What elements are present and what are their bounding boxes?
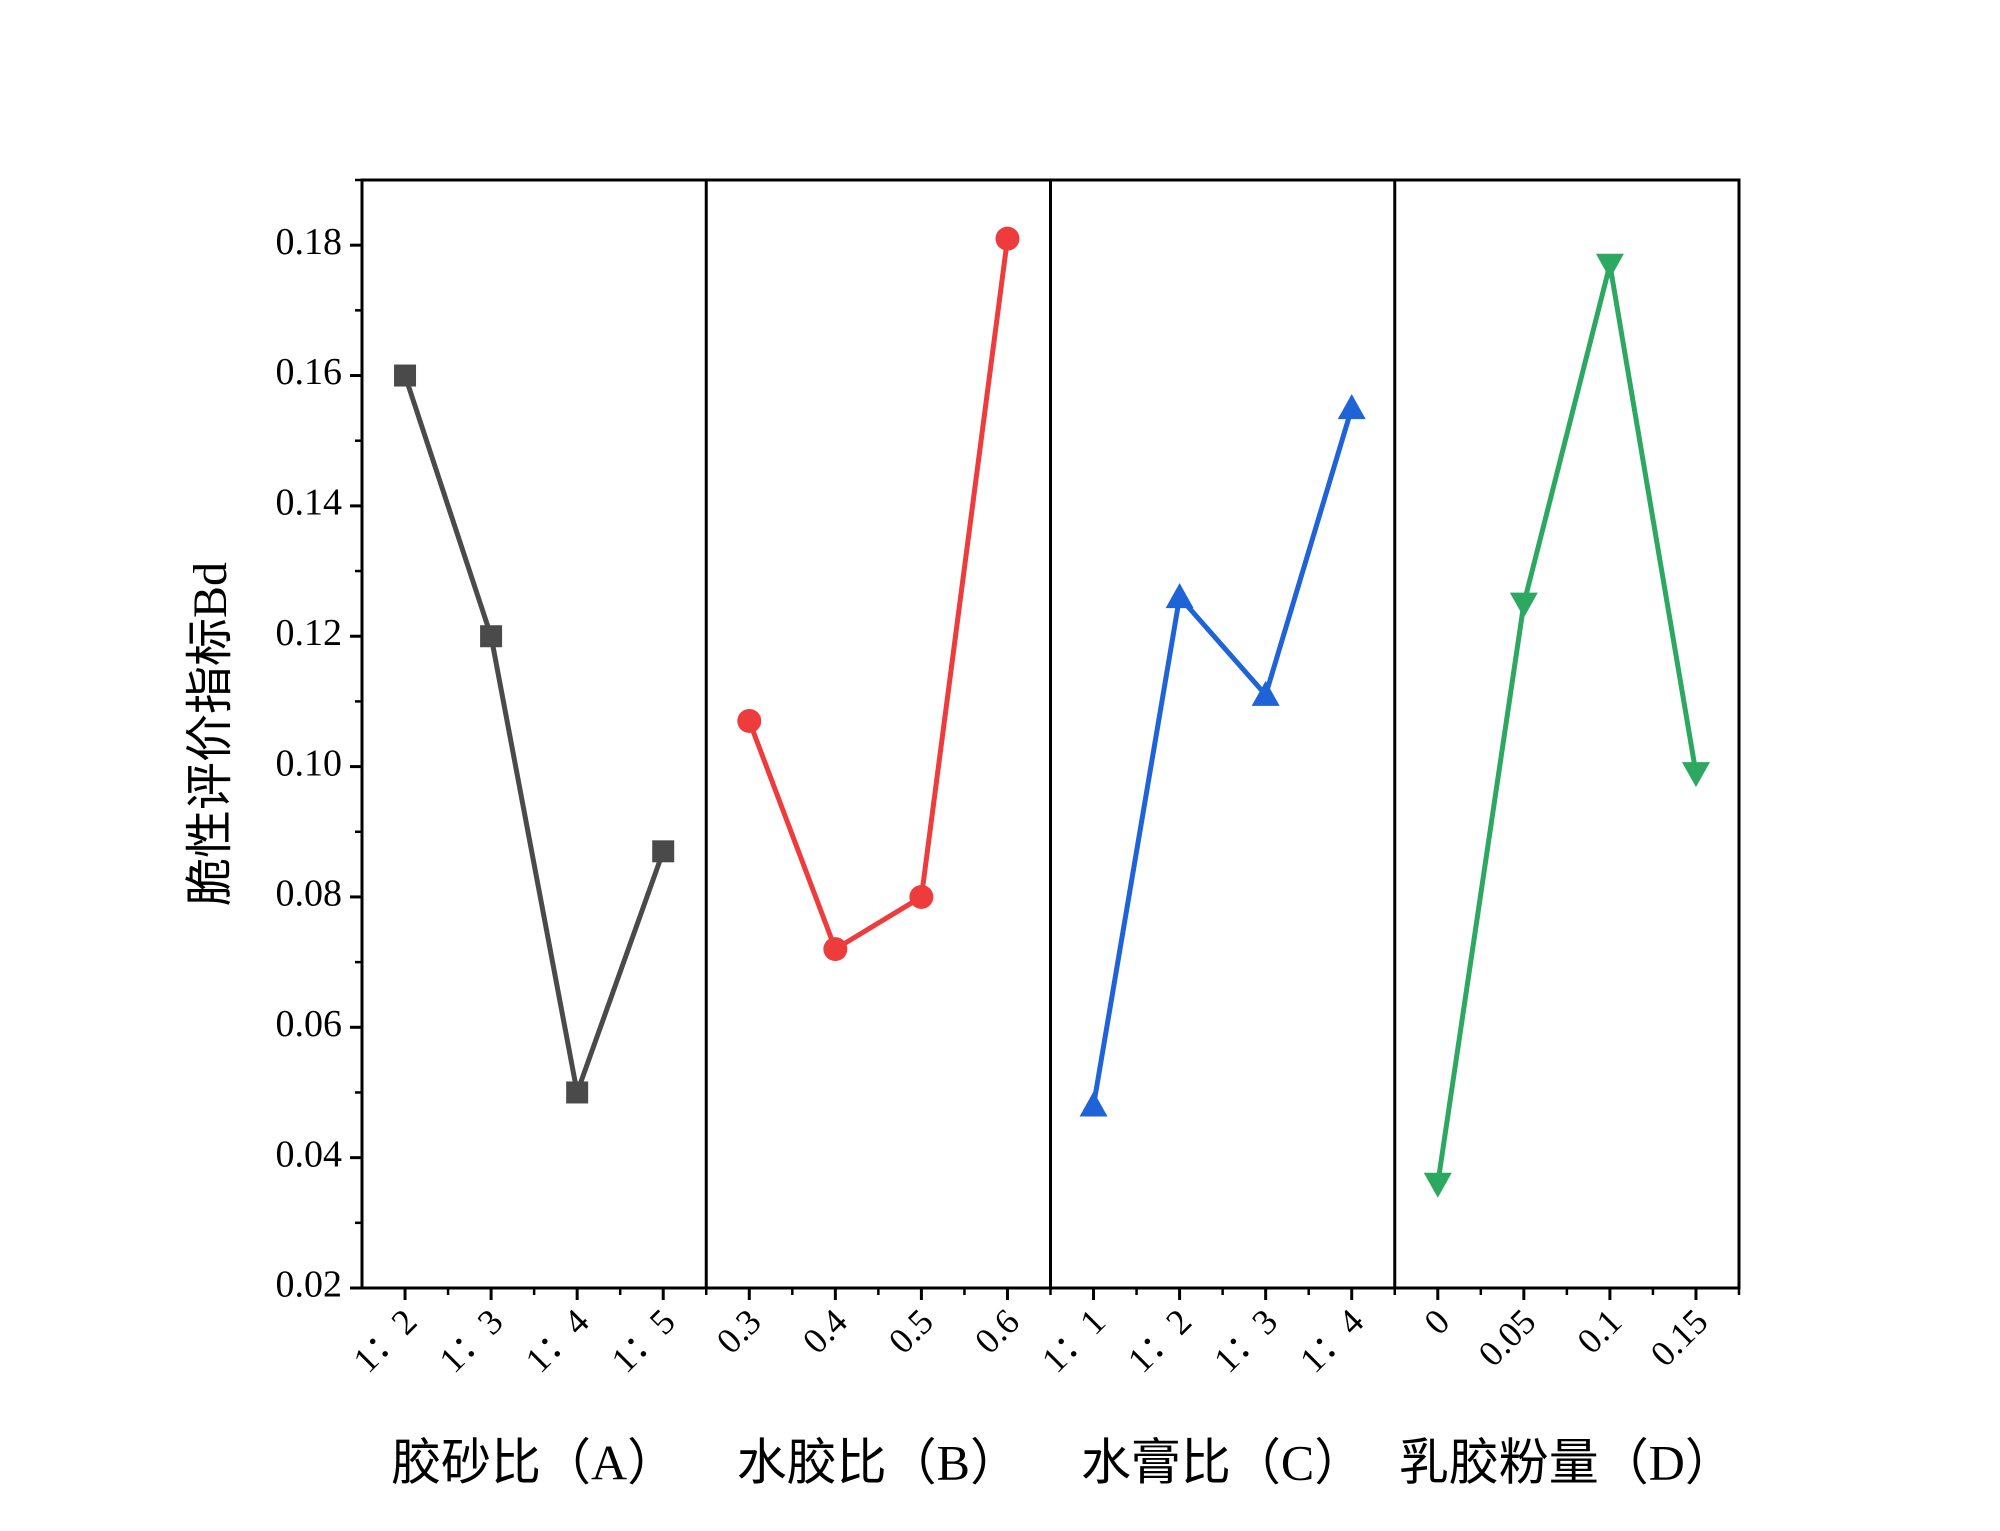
y-tick-label: 0.14 xyxy=(276,482,343,524)
x-axis-label: 水胶比（B） xyxy=(737,1434,1020,1490)
marker xyxy=(480,625,503,648)
x-axis-label: 乳胶粉量（D） xyxy=(1399,1434,1735,1490)
marker xyxy=(1509,592,1538,618)
x-tick-label: 0.5 xyxy=(881,1301,941,1361)
x-tick-label: 0.15 xyxy=(1643,1301,1716,1374)
y-tick-label: 0.06 xyxy=(276,1003,343,1045)
y-tick-label: 0.16 xyxy=(276,351,343,393)
x-tick-label: 1：2 xyxy=(1120,1301,1199,1380)
x-tick-label: 1：2 xyxy=(345,1301,424,1380)
x-tick-label: 1：1 xyxy=(1034,1301,1113,1380)
y-tick-label: 0.02 xyxy=(276,1264,343,1306)
y-tick-label: 0.12 xyxy=(276,612,343,654)
marker xyxy=(652,840,675,863)
x-tick-label: 0.05 xyxy=(1471,1301,1544,1374)
marker xyxy=(1337,394,1366,420)
marker xyxy=(1595,253,1624,279)
y-tick-label: 0.10 xyxy=(276,742,343,784)
data-line xyxy=(402,374,666,1103)
marker xyxy=(1079,1091,1108,1117)
marker xyxy=(737,708,762,733)
marker xyxy=(1165,583,1194,609)
x-tick-label: 0 xyxy=(1416,1301,1457,1342)
marker xyxy=(909,884,934,909)
x-tick-label: 1：3 xyxy=(1206,1301,1285,1380)
y-tick-label: 0.04 xyxy=(276,1133,343,1175)
marker xyxy=(1423,1172,1452,1198)
marker xyxy=(1681,762,1710,788)
marker xyxy=(394,364,417,387)
x-axis-label: 水膏比（C） xyxy=(1081,1434,1364,1490)
y-tick-label: 0.18 xyxy=(276,221,343,263)
data-line xyxy=(1435,264,1699,1185)
x-tick-label: 0.6 xyxy=(967,1301,1027,1361)
marker xyxy=(995,226,1020,251)
marker xyxy=(1251,680,1280,706)
data-line xyxy=(746,238,1010,953)
x-tick-label: 1：3 xyxy=(431,1301,510,1380)
marker xyxy=(823,937,848,962)
x-tick-label: 1：5 xyxy=(604,1301,683,1380)
x-tick-label: 1：4 xyxy=(1292,1301,1371,1380)
x-tick-label: 1：4 xyxy=(517,1301,596,1380)
x-tick-label: 0.3 xyxy=(709,1301,769,1361)
y-axis-label: 脆性评价指标Bd xyxy=(184,562,237,906)
x-tick-label: 0.1 xyxy=(1569,1301,1629,1361)
marker xyxy=(566,1081,589,1104)
y-tick-label: 0.08 xyxy=(276,873,343,915)
plot-frame xyxy=(360,178,1741,1290)
x-axis-label: 胶砂比（A） xyxy=(391,1434,677,1490)
data-line xyxy=(1091,407,1355,1106)
x-tick-label: 0.4 xyxy=(795,1301,855,1361)
